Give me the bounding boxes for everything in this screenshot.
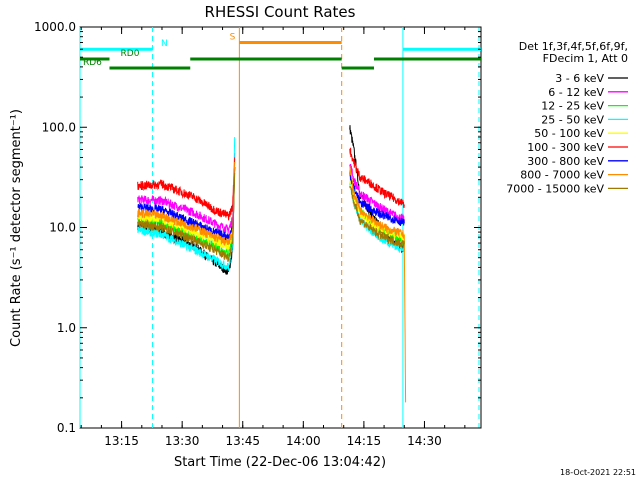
legend-label-0: 3 - 6 keV bbox=[555, 72, 604, 85]
footer-timestamp: 18-Oct-2021 22:51 bbox=[560, 468, 636, 477]
x-tick-label-5: 14:30 bbox=[407, 434, 442, 448]
series-line-1-segment-1 bbox=[349, 163, 405, 223]
flag-label-n: N bbox=[161, 39, 168, 49]
y-tick-label-1: 1.0 bbox=[57, 321, 76, 335]
legend-header-line-1: FDecim 1, Att 0 bbox=[543, 52, 628, 65]
axes-ticks: 13:15 13:30 13:45 14:00 14:15 14:30 0.1 1.0 10.0… bbox=[34, 20, 481, 448]
x-tick-label-0: 13:15 bbox=[104, 434, 139, 448]
legend-label-3: 25 - 50 keV bbox=[541, 113, 604, 126]
series-line-3-segment-0 bbox=[137, 136, 236, 271]
plot-frame bbox=[79, 26, 482, 429]
series-line-7-segment-1 bbox=[349, 165, 407, 403]
x-tick-label-1: 13:30 bbox=[165, 434, 200, 448]
legend-header-line-0: Det 1f,3f,4f,5f,6f,9f, bbox=[519, 40, 628, 53]
x-tick-label-3: 14:00 bbox=[286, 434, 321, 448]
x-tick-label-2: 13:45 bbox=[225, 434, 260, 448]
flag-label-rd6: RD6 bbox=[83, 58, 102, 68]
plot-area: N S RD0 RD6 13:15 13:30 13:45 14:00 14:15 14:30 0… bbox=[34, 20, 482, 448]
legend-label-7: 800 - 7000 keV bbox=[520, 169, 604, 182]
series-line-1-segment-0 bbox=[137, 153, 236, 234]
series-line-8-segment-1 bbox=[349, 185, 405, 249]
legend-label-6: 300 - 800 keV bbox=[527, 155, 604, 168]
y-axis-label: Count Rate (s⁻¹ detector segment⁻¹) bbox=[9, 109, 24, 347]
flag-label-s: S bbox=[230, 33, 236, 43]
flag-bars: N S RD0 RD6 bbox=[80, 33, 481, 70]
x-tick-label-4: 14:15 bbox=[347, 434, 382, 448]
series-line-5-segment-1 bbox=[349, 147, 405, 209]
legend-label-5: 100 - 300 keV bbox=[527, 141, 604, 154]
legend: Det 1f,3f,4f,5f,6f,9f,FDecim 1, Att 0 3 -… bbox=[506, 40, 628, 195]
y-tick-label-2: 10.0 bbox=[49, 221, 76, 235]
series-line-8-segment-0 bbox=[137, 172, 236, 263]
chart-title: RHESSI Count Rates bbox=[205, 3, 356, 21]
x-axis-label: Start Time (22-Dec-06 13:04:42) bbox=[174, 455, 386, 470]
y-tick-label-0: 0.1 bbox=[57, 421, 76, 435]
legend-label-2: 12 - 25 keV bbox=[541, 100, 604, 113]
legend-label-1: 6 - 12 keV bbox=[548, 86, 604, 99]
legend-label-8: 7000 - 15000 keV bbox=[506, 182, 604, 195]
y-tick-label-4: 1000.0 bbox=[34, 20, 76, 34]
legend-label-4: 50 - 100 keV bbox=[534, 127, 604, 140]
series-lines bbox=[137, 125, 407, 403]
flag-label-rd0: RD0 bbox=[121, 49, 140, 59]
series-line-5-segment-0 bbox=[137, 157, 236, 221]
series-line-6-segment-1 bbox=[349, 172, 405, 227]
series-line-7-segment-0 bbox=[137, 161, 236, 246]
y-tick-label-3: 100.0 bbox=[42, 120, 76, 134]
